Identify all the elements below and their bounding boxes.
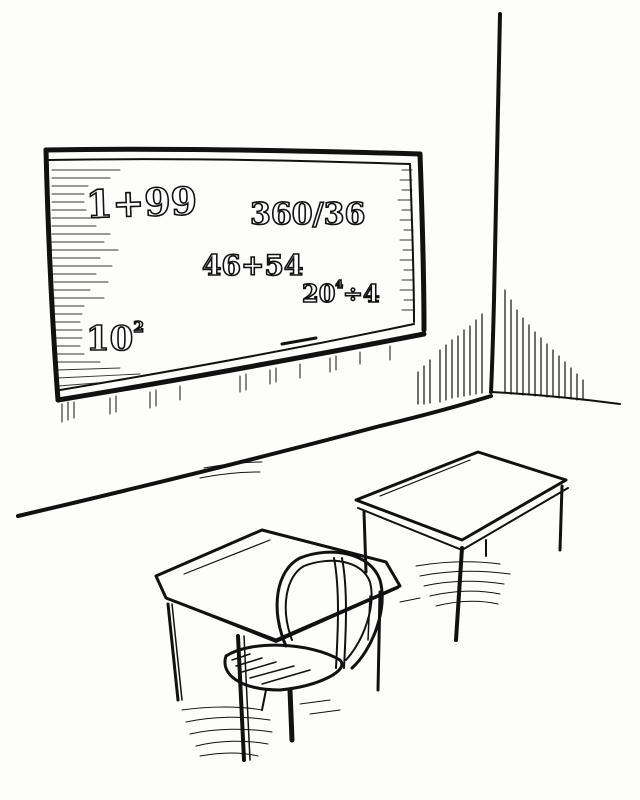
floor-edge-right — [490, 391, 621, 405]
equation-2: 360/36 — [249, 197, 366, 232]
desk-back — [354, 450, 569, 642]
equation-4: 204÷4 — [301, 278, 380, 308]
desk-back-shadow — [399, 561, 511, 607]
corner-shading — [417, 289, 584, 405]
desk-front-shadow — [181, 461, 341, 757]
floor-edge-left — [16, 394, 493, 518]
wall-shading — [61, 345, 391, 423]
desk-front — [154, 528, 402, 762]
equation-5: 102 — [85, 318, 145, 359]
wall-corner-line — [489, 12, 502, 394]
equation-3: 46+54 — [201, 249, 304, 282]
equation-1: 1+99 — [84, 177, 198, 227]
chair — [223, 550, 384, 743]
chalkboard-hatching — [51, 169, 414, 387]
